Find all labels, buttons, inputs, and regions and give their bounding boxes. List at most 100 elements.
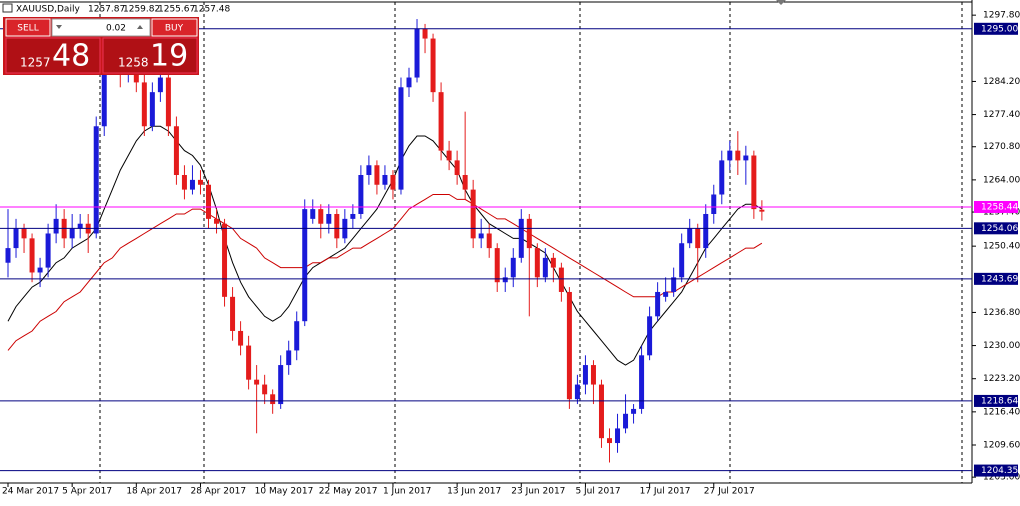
- candle-body: [615, 428, 621, 444]
- candle-body: [414, 28, 420, 78]
- plot: [0, 19, 972, 472]
- candle-body: [542, 257, 548, 278]
- candle-body: [278, 365, 284, 405]
- candle-body: [566, 291, 572, 400]
- y-tick-label: 1216.40: [983, 407, 1020, 417]
- moving-average: [7, 194, 763, 351]
- candle-body: [206, 184, 211, 219]
- ohlc-open: 1257.87: [88, 5, 125, 15]
- candle-body: [350, 213, 356, 219]
- candle-body: [655, 291, 661, 317]
- chart-title: XAUUSD,Daily: [16, 5, 80, 15]
- one-click-trading: SELL 0.02 BUY 1257 48 1258 19: [3, 17, 199, 75]
- candle-body: [302, 209, 308, 322]
- candle-body: [751, 155, 757, 210]
- candle-body: [406, 77, 412, 88]
- sell-button[interactable]: [5, 18, 51, 37]
- candle-body: [743, 155, 749, 161]
- candle-body: [181, 175, 187, 190]
- y-tick-label: 1264.00: [983, 175, 1020, 185]
- candle-body: [382, 175, 388, 185]
- candle-body: [141, 82, 147, 127]
- candle-body: [518, 218, 524, 258]
- candle-body: [486, 233, 492, 249]
- price-level-box: [974, 222, 1018, 235]
- lots-down[interactable]: [56, 25, 62, 29]
- candle-body: [647, 316, 653, 356]
- price-level-label: 1218.64: [981, 396, 1018, 406]
- candle-body: [623, 413, 629, 429]
- candle-body: [262, 384, 268, 395]
- candle-body: [173, 126, 179, 176]
- candle-body: [294, 321, 300, 351]
- candle-body: [711, 194, 717, 214]
- candle-body: [230, 296, 236, 331]
- candle-body: [69, 228, 75, 239]
- ohlc-close: 1257.48: [193, 5, 230, 15]
- y-tick-label: 1270.80: [983, 142, 1020, 152]
- candle-body: [77, 223, 83, 229]
- x-tick-label: 1 Jun 2017: [383, 487, 431, 497]
- price-level-label: 1258.44: [981, 202, 1018, 212]
- buy-label: BUY: [165, 24, 184, 34]
- candle-body: [157, 77, 163, 93]
- x-tick-label: 23 Jun 2017: [511, 487, 565, 497]
- candle-body: [719, 160, 725, 195]
- candle-body: [318, 209, 324, 224]
- price-level-label: 1243.69: [981, 274, 1018, 284]
- y-tick-label: 1230.00: [983, 341, 1020, 351]
- candle-body: [366, 165, 372, 176]
- candle-body: [639, 355, 645, 409]
- candle-body: [37, 267, 43, 273]
- candle-body: [607, 438, 612, 444]
- ohlc-low: 1255.67: [158, 5, 195, 15]
- price-level-box: [974, 464, 1018, 477]
- candle-body: [671, 277, 677, 292]
- y-tick-label: 1277.40: [983, 110, 1020, 120]
- buy-price-big: 1258: [118, 56, 149, 70]
- candle-body: [390, 175, 396, 190]
- candle-body: [238, 330, 244, 346]
- candle-body: [149, 92, 155, 127]
- candle-body: [270, 394, 276, 405]
- price-level-label: 1295.00: [981, 24, 1018, 34]
- x-tick-label: 10 May 2017: [255, 487, 314, 497]
- buy-price-box[interactable]: [102, 37, 198, 74]
- y-tick-label: 1223.20: [983, 374, 1020, 384]
- shift-marker: [776, 0, 786, 5]
- price-level-box: [974, 394, 1018, 407]
- price-level-label: 1254.06: [981, 224, 1018, 234]
- lots-up[interactable]: [137, 25, 143, 29]
- x-tick-label: 5 Jul 2017: [575, 487, 620, 497]
- candle-body: [703, 213, 709, 249]
- candle-body: [254, 379, 260, 385]
- y-tick-label: 1250.40: [983, 242, 1020, 252]
- candle-body: [310, 209, 316, 219]
- buy-button[interactable]: [151, 18, 198, 37]
- candle-body: [21, 228, 27, 239]
- candle-body: [687, 228, 693, 244]
- candle-body: [214, 218, 220, 224]
- candle-body: [590, 365, 596, 385]
- candle-body: [454, 160, 460, 176]
- candle-body: [727, 150, 733, 161]
- candle-body: [165, 77, 171, 127]
- candle-body: [574, 384, 580, 400]
- candle-body: [494, 248, 500, 283]
- period-separators: [99, 2, 963, 483]
- lots-field[interactable]: [51, 18, 151, 37]
- x-tick-label: 24 Mar 2017: [2, 487, 59, 497]
- candle-body: [53, 218, 59, 234]
- candle-body: [598, 384, 604, 439]
- moving-average: [7, 125, 763, 366]
- candle-body: [631, 408, 637, 414]
- sell-price-box[interactable]: [5, 37, 101, 74]
- candle-body: [446, 150, 452, 161]
- symbol-icon: [2, 3, 13, 13]
- candle-body: [334, 213, 340, 239]
- candle-body: [558, 267, 564, 292]
- candle-body: [526, 218, 532, 249]
- candle-body: [101, 53, 107, 127]
- candle-body: [759, 209, 765, 212]
